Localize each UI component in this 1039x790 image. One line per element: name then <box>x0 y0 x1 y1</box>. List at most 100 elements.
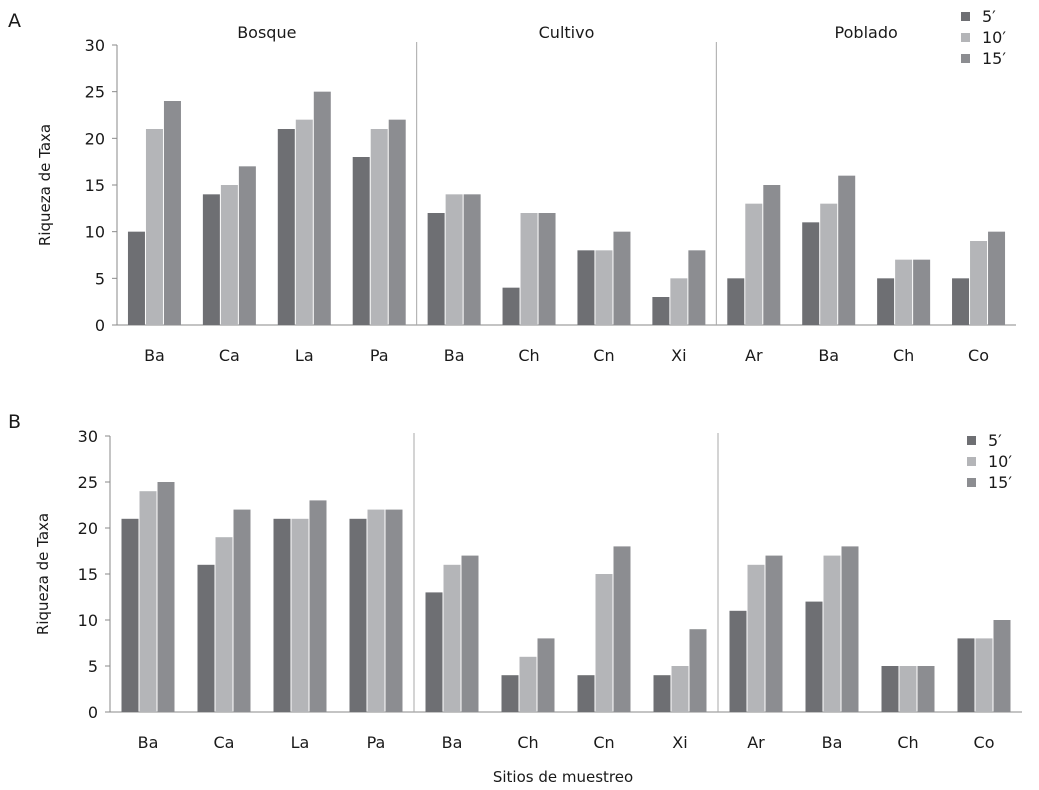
panel-a-group-label: Bosque <box>237 23 296 42</box>
panel-b-category-label: Cn <box>593 733 614 752</box>
panel-b-bar <box>993 620 1011 712</box>
panel-a-legend-swatch <box>961 54 970 63</box>
panel-a-y-tick-label: 5 <box>95 269 105 288</box>
panel-b-bar <box>309 500 327 712</box>
panel-b-category-label: Ba <box>442 733 463 752</box>
panel-b-bar <box>671 666 689 712</box>
panel-b-bar <box>501 675 519 712</box>
panel-b-bar <box>157 482 175 712</box>
panel-a-bar <box>202 194 220 325</box>
panel-b-legend-swatch <box>967 436 976 445</box>
panel-b-y-tick-label: 25 <box>78 473 98 492</box>
panel-a-category-label: Ch <box>518 346 539 365</box>
panel-b-bar <box>689 629 707 712</box>
panel-a-category-label: Ca <box>219 346 240 365</box>
panel-b-bar <box>729 610 747 712</box>
panel-a-category-label: Ba <box>818 346 839 365</box>
panel-b-category-label: Ca <box>214 733 235 752</box>
panel-a-category-label: Cn <box>593 346 614 365</box>
panel-b-category-label: La <box>291 733 310 752</box>
panel-a-bar <box>745 203 763 325</box>
panel-a-bar <box>820 203 838 325</box>
panel-a-y-axis-title: Riqueza de Taxa <box>36 124 54 246</box>
panel-b-legend-swatch <box>967 478 976 487</box>
panel-b-bar <box>823 555 841 712</box>
panel-a-legend-label: 10′ <box>982 28 1006 47</box>
panel-a-legend-label: 5′ <box>982 7 996 26</box>
panel-a-group-label: Poblado <box>835 23 898 42</box>
panel-a-category-label: Ba <box>144 346 165 365</box>
panel-a-bar <box>877 278 895 325</box>
panel-a-y-tick-label: 15 <box>85 176 105 195</box>
panel-b-y-axis-title: Riqueza de Taxa <box>34 513 52 635</box>
panel-b-bar <box>537 638 555 712</box>
panel-b-bar <box>957 638 975 712</box>
panel-b-category-label: Ba <box>822 733 843 752</box>
panel-a-bar <box>970 241 988 325</box>
panel-b-letter: B <box>8 411 21 433</box>
panel-b-bar <box>975 638 993 712</box>
panel-b-y-tick-label: 30 <box>78 427 98 446</box>
panel-a-bar <box>613 231 631 325</box>
panel-b-y-tick-label: 0 <box>88 703 98 722</box>
panel-b-category-label: Ch <box>517 733 538 752</box>
panel-a-bar <box>727 278 745 325</box>
panel-b-bar <box>765 555 783 712</box>
panel-a-category-label: Pa <box>370 346 389 365</box>
panel-a-bar <box>802 222 820 325</box>
panel-b-bar <box>139 491 157 712</box>
panel-a-bar <box>688 250 706 325</box>
panel-b-y-tick-label: 10 <box>78 611 98 630</box>
panel-a-category-label: Xi <box>671 346 686 365</box>
panel-b-bar <box>577 675 595 712</box>
panel-b-bar <box>613 546 631 712</box>
panel-b-bar <box>805 601 823 712</box>
panel-a-bar <box>145 129 163 325</box>
panel-b-bar <box>121 518 139 712</box>
panel-a-bar <box>652 297 670 325</box>
panel-a-bar <box>670 278 688 325</box>
panel-a-bar <box>952 278 970 325</box>
panel-a-bar <box>388 119 406 326</box>
panel-b-category-label: Xi <box>672 733 687 752</box>
panel-b-bar <box>443 564 461 712</box>
panel-b-bar <box>899 666 917 712</box>
panel-a-bar <box>370 129 388 325</box>
panel-a-bar <box>988 231 1006 325</box>
panel-b-bar <box>881 666 899 712</box>
panel-a-category-label: Ch <box>893 346 914 365</box>
panel-b-legend-label: 10′ <box>988 452 1012 471</box>
panel-b-bar <box>595 574 613 712</box>
panel-b-legend-label: 15′ <box>988 473 1012 492</box>
panel-b-bar <box>197 564 215 712</box>
panel-b-bar <box>917 666 935 712</box>
panel-a-bar <box>520 213 538 325</box>
panel-b-legend-swatch <box>967 457 976 466</box>
panel-a-bar <box>538 213 556 325</box>
panel-a-bar <box>895 259 913 325</box>
panel-a-y-tick-label: 25 <box>85 83 105 102</box>
panel-a-y-tick-label: 10 <box>85 223 105 242</box>
panel-b-bar <box>367 509 385 712</box>
panel-b-bar <box>425 592 443 712</box>
panel-b-category-label: Ar <box>747 733 765 752</box>
panel-a-bar <box>220 185 238 325</box>
panel-a-bar <box>463 194 481 325</box>
panel-b-category-label: Ba <box>138 733 159 752</box>
panel-a-bar <box>427 213 445 325</box>
panel-a-letter: A <box>8 10 21 32</box>
panel-a-bar <box>502 287 520 325</box>
panel-a-bar <box>313 91 331 326</box>
panel-a-y-tick-label: 30 <box>85 36 105 55</box>
panel-b-category-label: Ch <box>897 733 918 752</box>
panel-a-y-tick-label: 20 <box>85 129 105 148</box>
panel-b-bar <box>385 509 403 712</box>
panel-b-bar <box>349 518 367 712</box>
panel-b-bar <box>273 518 291 712</box>
panel-b-y-tick-label: 5 <box>88 657 98 676</box>
panel-a-legend-swatch <box>961 33 970 42</box>
panel-a-bar <box>238 166 256 325</box>
panel-b-bar <box>233 509 251 712</box>
panel-b-bar <box>841 546 859 712</box>
